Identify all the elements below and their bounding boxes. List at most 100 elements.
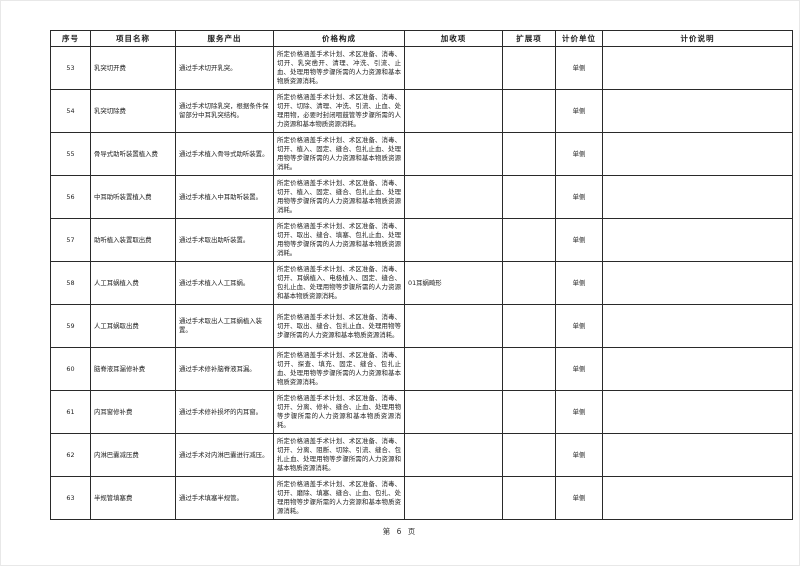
cell-item-name: 乳突切除费 xyxy=(90,89,176,133)
cell-index: 55 xyxy=(50,132,91,176)
cell-pricing-unit: 单侧 xyxy=(555,304,603,348)
cell-index: 54 xyxy=(50,89,91,133)
cell-price-composition: 所定价格涵盖手术计划、术区准备、消毒、切开、探查、填充、固定、缝合、包扎止血、处… xyxy=(273,347,405,391)
cell-pricing-unit: 单侧 xyxy=(555,175,603,219)
cell-price-composition: 所定价格涵盖手术计划、术区准备、消毒、切开、植入、固定、缝合、包扎止血、处理用物… xyxy=(273,132,405,176)
cell-surcharge-item xyxy=(404,218,503,262)
cell-price-composition: 所定价格涵盖手术计划、术区准备、消毒、切开、切除、清理、冲洗、引流、止血、处理用… xyxy=(273,89,405,133)
cell-index: 63 xyxy=(50,476,91,520)
cell-index: 58 xyxy=(50,261,91,305)
table-row: 57 助听植入装置取出费 通过手术取出助听装置。 所定价格涵盖手术计划、术区准备、消毒… xyxy=(50,218,793,262)
cell-price-composition: 所定价格涵盖手术计划、术区准备、消毒、切开、取出、缝合、填塞、包扎止血、处理用物… xyxy=(273,218,405,262)
cell-extension-item xyxy=(502,347,556,391)
cell-surcharge-item: 01耳蜗畸形 xyxy=(404,261,503,305)
cell-index: 57 xyxy=(50,218,91,262)
cell-pricing-note xyxy=(602,347,793,391)
column-header-price-composition: 价格构成 xyxy=(273,30,405,47)
column-header-item-name: 项目名称 xyxy=(90,30,176,47)
cell-pricing-note xyxy=(602,175,793,219)
cell-item-name: 内淋巴囊减压费 xyxy=(90,433,176,477)
cell-surcharge-item xyxy=(404,175,503,219)
cell-extension-item xyxy=(502,132,556,176)
cell-pricing-unit: 单侧 xyxy=(555,261,603,305)
table-row: 63 半规管填塞费 通过手术填塞半规管。 所定价格涵盖手术计划、术区准备、消毒、切开、… xyxy=(50,476,793,520)
cell-surcharge-item xyxy=(404,390,503,434)
cell-item-name: 脑脊液耳漏修补费 xyxy=(90,347,176,391)
cell-price-composition: 所定价格涵盖手术计划、术区准备、消毒、切开、取出、缝合、包扎止血、处理用物等步骤… xyxy=(273,304,405,348)
cell-service-output: 通过手术植入人工耳蜗。 xyxy=(175,261,274,305)
cell-price-composition: 所定价格涵盖手术计划、术区准备、消毒、切开、磨除、填塞、缝合、止血、包扎、处理用… xyxy=(273,476,405,520)
table-row: 59 人工耳蜗取出费 通过手术取出人工耳蜗植入装置。 所定价格涵盖手术计划、术区准备、… xyxy=(50,304,793,348)
cell-pricing-unit: 单侧 xyxy=(555,89,603,133)
cell-pricing-note xyxy=(602,261,793,305)
cell-surcharge-item xyxy=(404,132,503,176)
table-row: 62 内淋巴囊减压费 通过手术对内淋巴囊进行减压。 所定价格涵盖手术计划、术区准备、消… xyxy=(50,433,793,477)
cell-pricing-note xyxy=(602,433,793,477)
table-row: 55 骨导式助听装置植入费 通过手术植入骨导式助听装置。 所定价格涵盖手术计划、术区准… xyxy=(50,132,793,176)
cell-service-output: 通过手术植入骨导式助听装置。 xyxy=(175,132,274,176)
cell-price-composition: 所定价格涵盖手术计划、术区准备、消毒、切开、乳突凿开、清理、冲洗、引流、止血、处… xyxy=(273,46,405,90)
cell-service-output: 通过手术取出人工耳蜗植入装置。 xyxy=(175,304,274,348)
column-header-pricing-unit: 计价单位 xyxy=(555,30,603,47)
cell-extension-item xyxy=(502,261,556,305)
cell-item-name: 骨导式助听装置植入费 xyxy=(90,132,176,176)
table-row: 58 人工耳蜗植入费 通过手术植入人工耳蜗。 所定价格涵盖手术计划、术区准备、消毒、切… xyxy=(50,261,793,305)
cell-extension-item xyxy=(502,304,556,348)
cell-item-name: 人工耳蜗取出费 xyxy=(90,304,176,348)
cell-surcharge-item xyxy=(404,46,503,90)
cell-service-output: 通过手术对内淋巴囊进行减压。 xyxy=(175,433,274,477)
cell-pricing-note xyxy=(602,132,793,176)
cell-service-output: 通过手术填塞半规管。 xyxy=(175,476,274,520)
table-header-row: 序号 项目名称 服务产出 价格构成 加收项 扩展项 计价单位 计价说明 xyxy=(50,30,793,47)
cell-extension-item xyxy=(502,390,556,434)
cell-index: 59 xyxy=(50,304,91,348)
cell-surcharge-item xyxy=(404,347,503,391)
cell-item-name: 内耳窗修补费 xyxy=(90,390,176,434)
cell-extension-item xyxy=(502,476,556,520)
cell-extension-item xyxy=(502,46,556,90)
cell-extension-item xyxy=(502,89,556,133)
cell-pricing-note xyxy=(602,89,793,133)
cell-price-composition: 所定价格涵盖手术计划、术区准备、消毒、切开、分离、阻断、切除、引流、缝合、包扎止… xyxy=(273,433,405,477)
cell-surcharge-item xyxy=(404,304,503,348)
cell-item-name: 人工耳蜗植入费 xyxy=(90,261,176,305)
cell-service-output: 通过手术修补损坏的内耳窗。 xyxy=(175,390,274,434)
cell-pricing-unit: 单侧 xyxy=(555,390,603,434)
cell-pricing-note xyxy=(602,476,793,520)
table-row: 61 内耳窗修补费 通过手术修补损坏的内耳窗。 所定价格涵盖手术计划、术区准备、消毒、… xyxy=(50,390,793,434)
column-header-surcharge-item: 加收项 xyxy=(404,30,503,47)
cell-pricing-unit: 单侧 xyxy=(555,132,603,176)
cell-pricing-unit: 单侧 xyxy=(555,46,603,90)
cell-pricing-note xyxy=(602,218,793,262)
cell-pricing-unit: 单侧 xyxy=(555,433,603,477)
cell-price-composition: 所定价格涵盖手术计划、术区准备、消毒、切开、耳蜗植入、电极植入、固定、缝合、包扎… xyxy=(273,261,405,305)
cell-pricing-note xyxy=(602,304,793,348)
cell-surcharge-item xyxy=(404,89,503,133)
cell-pricing-unit: 单侧 xyxy=(555,476,603,520)
cell-index: 53 xyxy=(50,46,91,90)
pricing-table: 序号 项目名称 服务产出 价格构成 加收项 扩展项 计价单位 计价说明 53 乳突… xyxy=(50,30,793,520)
cell-extension-item xyxy=(502,433,556,477)
cell-surcharge-item xyxy=(404,476,503,520)
cell-service-output: 通过手术取出助听装置。 xyxy=(175,218,274,262)
column-header-pricing-note: 计价说明 xyxy=(602,30,793,47)
cell-item-name: 助听植入装置取出费 xyxy=(90,218,176,262)
cell-surcharge-item xyxy=(404,433,503,477)
page-number: 第 6 页 xyxy=(382,527,418,536)
cell-index: 61 xyxy=(50,390,91,434)
cell-service-output: 通过手术修补脑脊液耳漏。 xyxy=(175,347,274,391)
table-row: 56 中耳助听装置植入费 通过手术植入中耳助听装置。 所定价格涵盖手术计划、术区准备、… xyxy=(50,175,793,219)
cell-pricing-unit: 单侧 xyxy=(555,347,603,391)
cell-index: 60 xyxy=(50,347,91,391)
cell-item-name: 乳突切开费 xyxy=(90,46,176,90)
table-row: 53 乳突切开费 通过手术切开乳突。 所定价格涵盖手术计划、术区准备、消毒、切开、乳突… xyxy=(50,46,793,90)
table-row: 54 乳突切除费 通过手术切除乳突，根据条件保留部分中耳乳突结构。 所定价格涵盖手术计… xyxy=(50,89,793,133)
column-header-service-output: 服务产出 xyxy=(175,30,274,47)
cell-service-output: 通过手术植入中耳助听装置。 xyxy=(175,175,274,219)
cell-pricing-unit: 单侧 xyxy=(555,218,603,262)
table-row: 60 脑脊液耳漏修补费 通过手术修补脑脊液耳漏。 所定价格涵盖手术计划、术区准备、消毒… xyxy=(50,347,793,391)
cell-service-output: 通过手术切开乳突。 xyxy=(175,46,274,90)
cell-price-composition: 所定价格涵盖手术计划、术区准备、消毒、切开、植入、固定、缝合、包扎止血、处理用物… xyxy=(273,175,405,219)
cell-pricing-note xyxy=(602,390,793,434)
